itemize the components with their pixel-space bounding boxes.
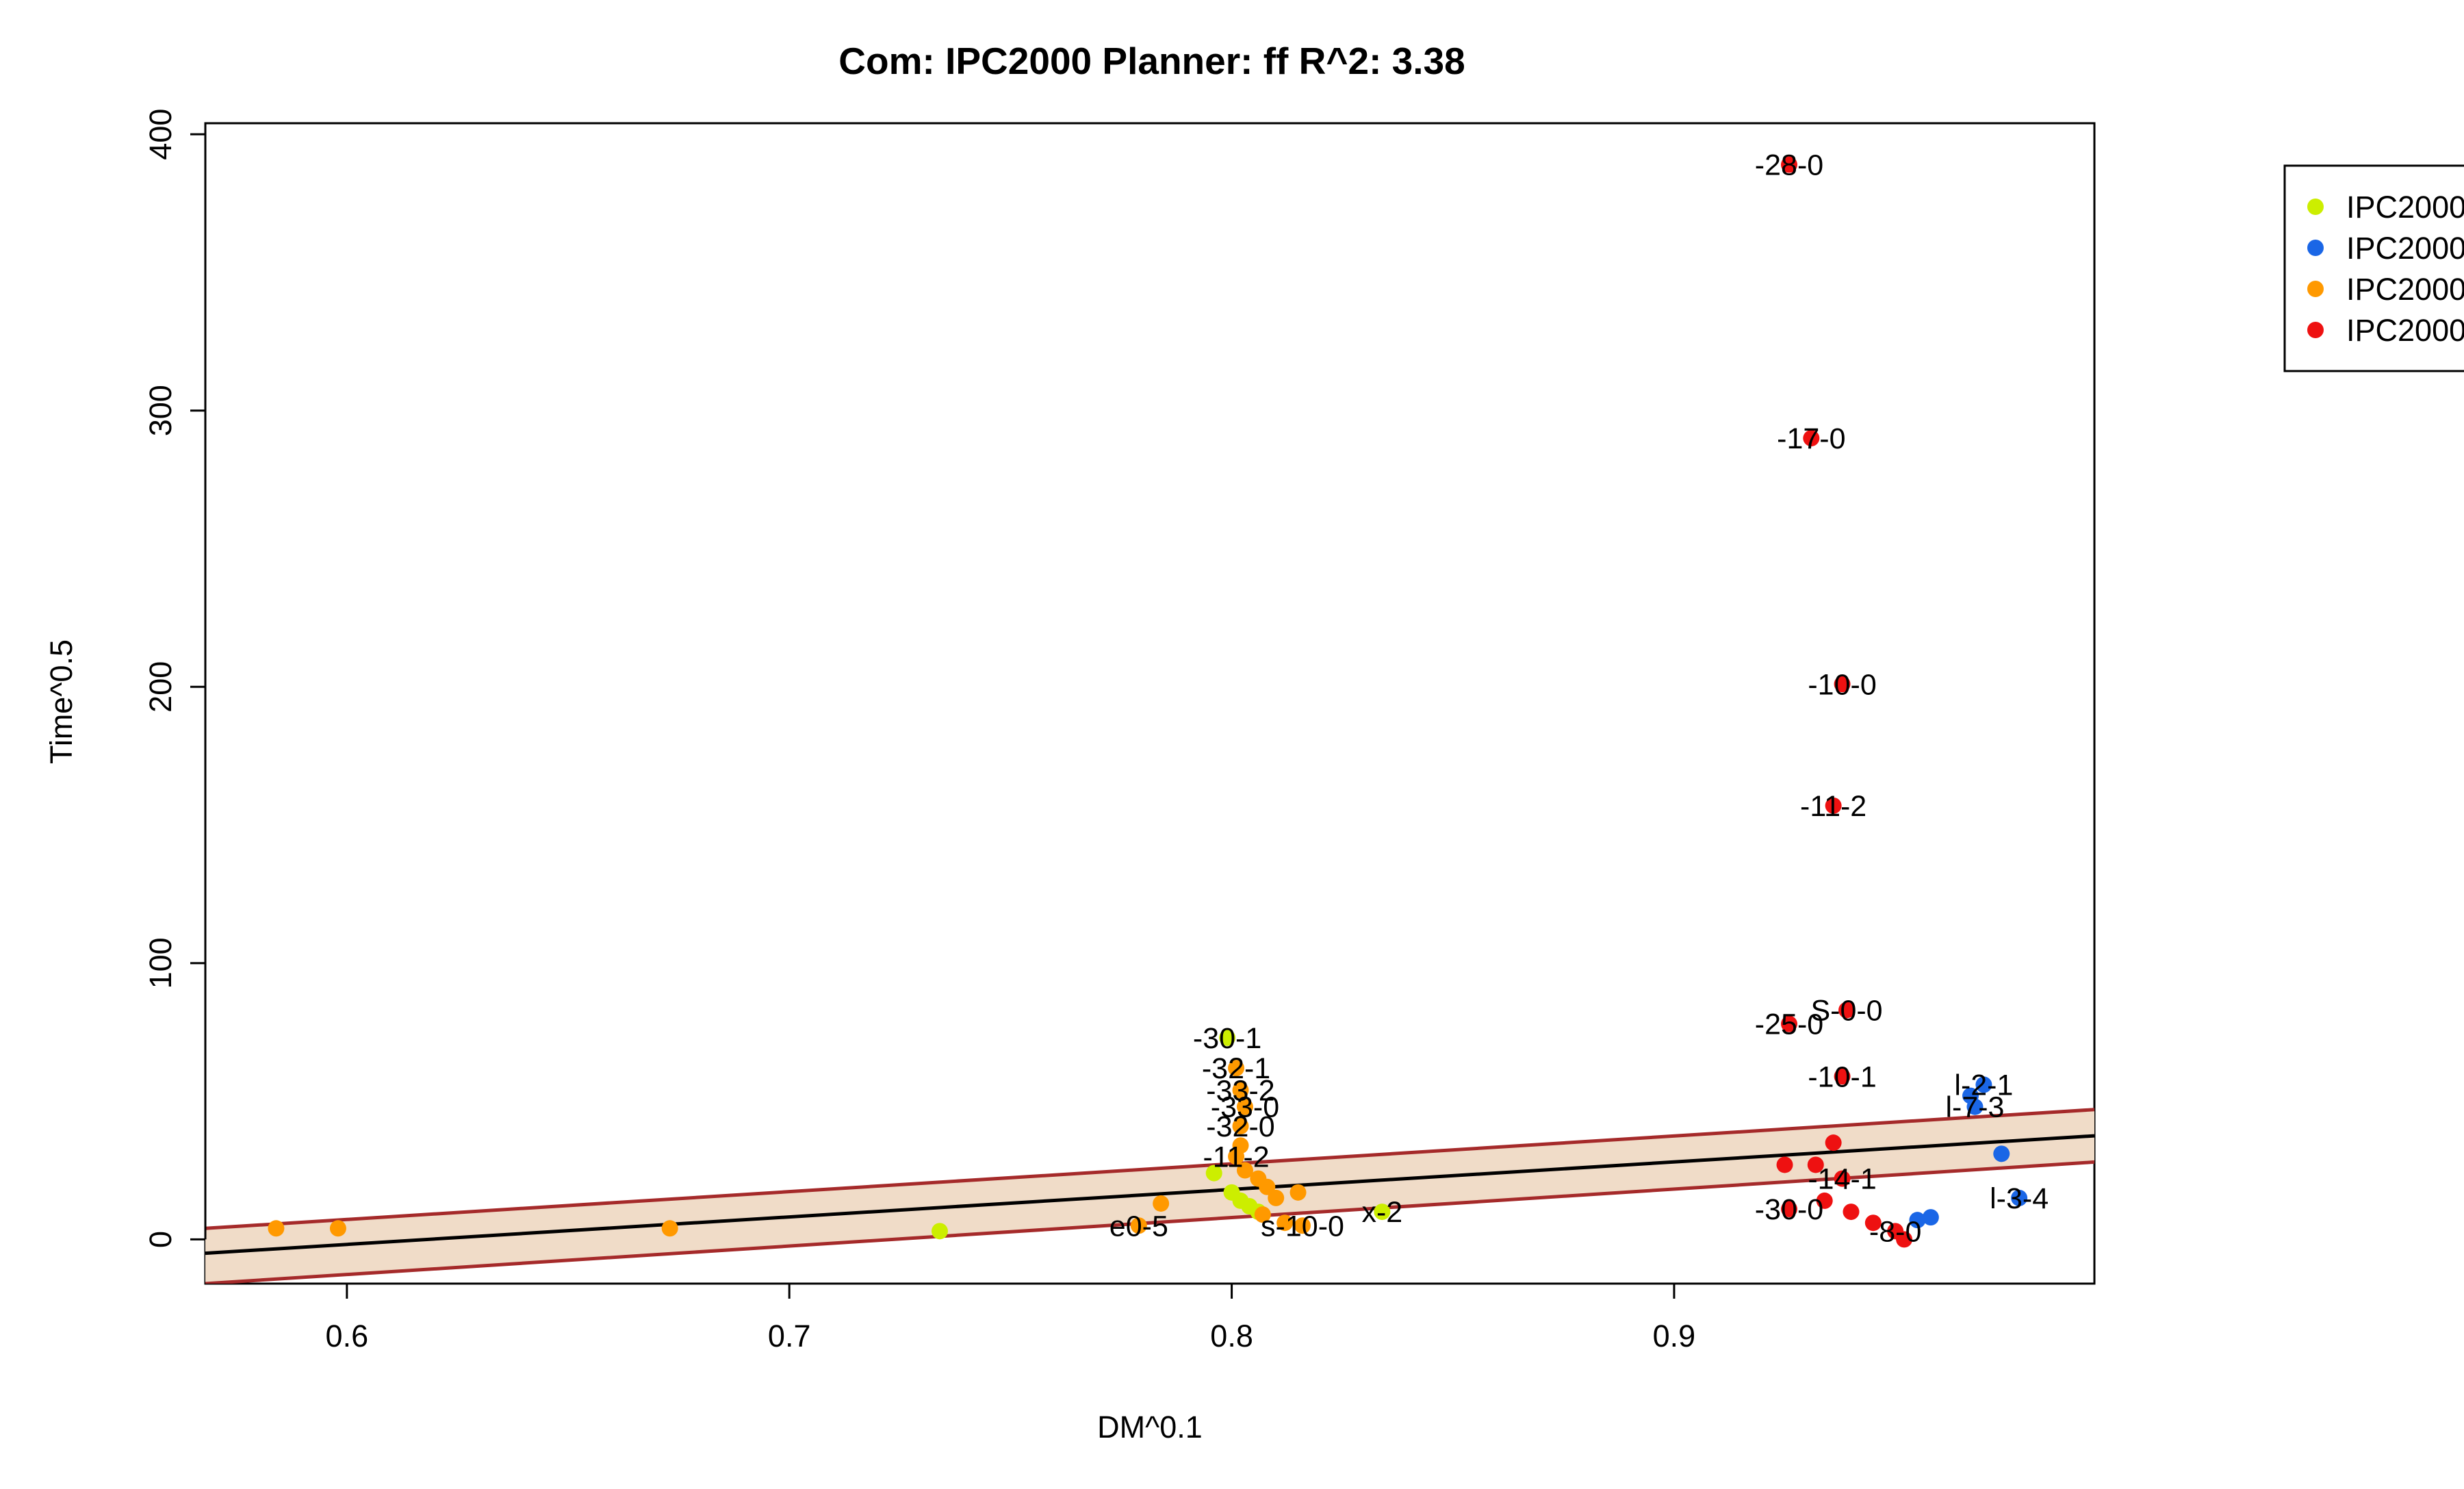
legend-entry: IPC2000: [2346, 272, 2464, 307]
data-point: [1843, 1204, 1860, 1221]
data-point: [1232, 1082, 1249, 1099]
data-point: [1259, 1178, 1276, 1195]
point-label: -14-1: [1808, 1163, 1876, 1196]
data-point: [1975, 1076, 1992, 1093]
point-label: -32-1: [1202, 1052, 1270, 1085]
point-label: l-3-4: [1990, 1182, 2049, 1215]
legend-marker: [2307, 281, 2324, 297]
point-label: -33-0: [1211, 1091, 1279, 1124]
data-point: [1289, 1184, 1307, 1201]
y-axis-label: Time^0.5: [44, 639, 79, 764]
data-point: [661, 1220, 678, 1237]
regression-line: [205, 1134, 2094, 1256]
data-point: [1834, 676, 1851, 693]
data-point: [1825, 797, 1842, 814]
data-point: [931, 1223, 948, 1240]
data-point: [1276, 1214, 1294, 1232]
legend: IPC2000 IPC2000 IPC2000 IPC2000: [2283, 164, 2464, 372]
x-tick-label: 0.6: [326, 1319, 369, 1353]
data-point: [1228, 1148, 1245, 1165]
data-points: [268, 156, 2028, 1248]
y-axis: 0 100 200 300 400: [143, 109, 207, 1248]
data-point: [1781, 1201, 1798, 1218]
point-label: -10-0: [1808, 668, 1876, 701]
point-label: S-0-0: [1810, 994, 1882, 1027]
point-label: -10-1: [1808, 1060, 1876, 1093]
data-point: [1816, 1192, 1833, 1209]
data-point: [1153, 1195, 1170, 1212]
data-point: [1294, 1217, 1311, 1234]
y-tick-label: 0: [143, 1231, 178, 1248]
data-point: [268, 1220, 285, 1237]
chart-title: Com: IPC2000 Planner: ff R^2: 3.38: [838, 40, 1465, 82]
point-label: e0-5: [1109, 1210, 1168, 1243]
point-label: -33-2: [1206, 1075, 1274, 1108]
data-point: [1909, 1212, 1926, 1229]
plot-frame: [204, 122, 2096, 1285]
band-lower-line: [205, 1160, 2094, 1284]
data-point: [1219, 1029, 1236, 1046]
legend-entry: IPC2000: [2346, 231, 2464, 266]
point-labels: -30-1 x-2 l-2-1l-7-3 l-3-4 e0-5 -32-1-33-2-33…: [1109, 149, 2049, 1249]
data-point: [1236, 1162, 1253, 1179]
x-axis-label: DM^0.1: [1097, 1410, 1203, 1445]
data-point: [329, 1220, 346, 1237]
data-point: [1993, 1145, 2010, 1162]
data-point: [1834, 1068, 1851, 1085]
band-fill: [205, 1109, 2094, 1284]
data-point: [1232, 1117, 1249, 1134]
data-point: [1803, 430, 1820, 447]
data-point: [1825, 1134, 1842, 1151]
point-label: x-2: [1361, 1196, 1402, 1229]
data-point: [1864, 1214, 1882, 1232]
x-tick-label: 0.8: [1210, 1319, 1253, 1353]
x-tick-label: 0.7: [768, 1319, 811, 1353]
point-label: l-2-1: [1954, 1069, 2013, 1102]
point-label: -32-0: [1206, 1110, 1274, 1143]
band-upper-line: [205, 1108, 2094, 1230]
point-label: s-10-0: [1261, 1210, 1344, 1243]
data-point: [1268, 1189, 1285, 1206]
point-label: -28-0: [1755, 149, 1823, 182]
legend-marker: [2307, 322, 2324, 338]
data-point: [1781, 1015, 1798, 1032]
y-tick-label: 300: [143, 385, 178, 436]
data-point: [1236, 1098, 1253, 1115]
x-tick-label: 0.9: [1653, 1319, 1696, 1353]
data-point: [1834, 1170, 1851, 1187]
data-point: [1966, 1098, 1984, 1115]
point-label: -11-2: [1800, 790, 1866, 823]
fit-line: [205, 1134, 2094, 1256]
legend-marker: [2307, 199, 2324, 215]
point-label: -17-0: [1777, 422, 1845, 455]
point-label: l-7-3: [1945, 1091, 2004, 1124]
point-label: -30-1: [1193, 1022, 1261, 1055]
point-label: -8-0: [1869, 1215, 1921, 1248]
x-axis: 0.6 0.7 0.8 0.9: [326, 1282, 1696, 1353]
data-point: [1807, 1156, 1824, 1173]
y-tick-label: 200: [143, 661, 178, 713]
data-point: [1776, 1156, 1793, 1173]
data-point: [1254, 1206, 1271, 1223]
data-point: [1205, 1165, 1222, 1182]
legend-entry: IPC2000: [2346, 313, 2464, 348]
point-label: -11-2: [1203, 1141, 1269, 1173]
y-tick-label: 400: [143, 109, 178, 160]
legend-entry: IPC2000: [2346, 190, 2464, 225]
data-point: [1374, 1204, 1391, 1221]
confidence-band: [205, 1108, 2094, 1284]
data-point: [1922, 1209, 1939, 1226]
point-label: -25-0: [1755, 1008, 1823, 1041]
data-point: [1896, 1231, 1913, 1248]
point-label: -30-0: [1755, 1193, 1823, 1226]
data-point: [2011, 1189, 2028, 1206]
data-point: [1781, 156, 1798, 173]
y-tick-label: 100: [143, 937, 178, 989]
legend-marker: [2307, 240, 2324, 256]
data-point: [1228, 1060, 1245, 1077]
data-point: [1838, 1002, 1856, 1019]
data-point: [1130, 1217, 1147, 1234]
